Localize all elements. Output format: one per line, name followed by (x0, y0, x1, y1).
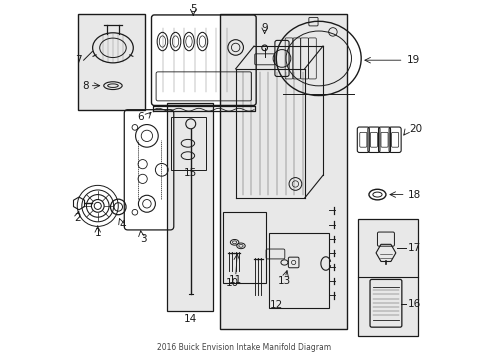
Text: 2: 2 (74, 213, 81, 223)
Bar (357, 219, 417, 336)
Text: 6: 6 (137, 112, 143, 122)
Text: 8: 8 (82, 81, 89, 91)
Text: 9: 9 (261, 23, 267, 33)
Text: 14: 14 (184, 314, 197, 324)
Text: 10: 10 (225, 278, 239, 288)
Text: 4: 4 (119, 220, 125, 230)
Text: 17: 17 (407, 243, 421, 253)
Text: 11: 11 (228, 275, 242, 285)
Text: 5: 5 (189, 4, 196, 14)
Bar (269, 234, 329, 308)
Text: 13: 13 (277, 276, 290, 286)
Bar (219, 14, 346, 329)
Text: 19: 19 (407, 55, 420, 65)
Bar (223, 212, 265, 283)
Text: 18: 18 (407, 190, 421, 199)
Text: 20: 20 (408, 124, 421, 134)
Text: 12: 12 (269, 300, 283, 310)
Bar (166, 103, 212, 311)
Text: 7: 7 (75, 55, 81, 65)
Text: 1: 1 (94, 228, 101, 238)
Text: 3: 3 (140, 234, 147, 244)
Text: 16: 16 (407, 299, 421, 309)
Text: 2016 Buick Envision Intake Manifold Diagram: 2016 Buick Envision Intake Manifold Diag… (157, 343, 331, 352)
Bar (78, 14, 145, 110)
Text: 15: 15 (184, 168, 197, 177)
Bar (171, 117, 205, 170)
